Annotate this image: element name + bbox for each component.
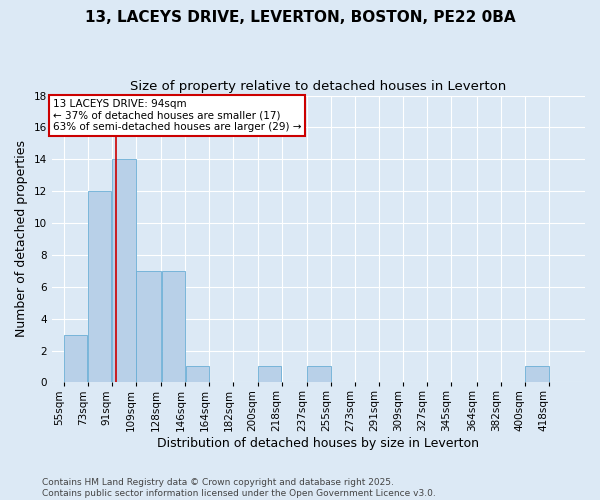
Bar bbox=[161, 271, 185, 382]
Bar bbox=[307, 366, 331, 382]
X-axis label: Distribution of detached houses by size in Leverton: Distribution of detached houses by size … bbox=[157, 437, 479, 450]
Bar bbox=[136, 271, 161, 382]
Y-axis label: Number of detached properties: Number of detached properties bbox=[15, 140, 28, 338]
Title: Size of property relative to detached houses in Leverton: Size of property relative to detached ho… bbox=[130, 80, 506, 93]
Bar bbox=[185, 366, 209, 382]
Bar bbox=[88, 191, 112, 382]
Bar bbox=[64, 334, 88, 382]
Text: 13 LACEYS DRIVE: 94sqm
← 37% of detached houses are smaller (17)
63% of semi-det: 13 LACEYS DRIVE: 94sqm ← 37% of detached… bbox=[53, 98, 302, 132]
Bar bbox=[525, 366, 548, 382]
Bar bbox=[258, 366, 281, 382]
Bar bbox=[112, 160, 136, 382]
Text: Contains HM Land Registry data © Crown copyright and database right 2025.
Contai: Contains HM Land Registry data © Crown c… bbox=[42, 478, 436, 498]
Text: 13, LACEYS DRIVE, LEVERTON, BOSTON, PE22 0BA: 13, LACEYS DRIVE, LEVERTON, BOSTON, PE22… bbox=[85, 10, 515, 25]
